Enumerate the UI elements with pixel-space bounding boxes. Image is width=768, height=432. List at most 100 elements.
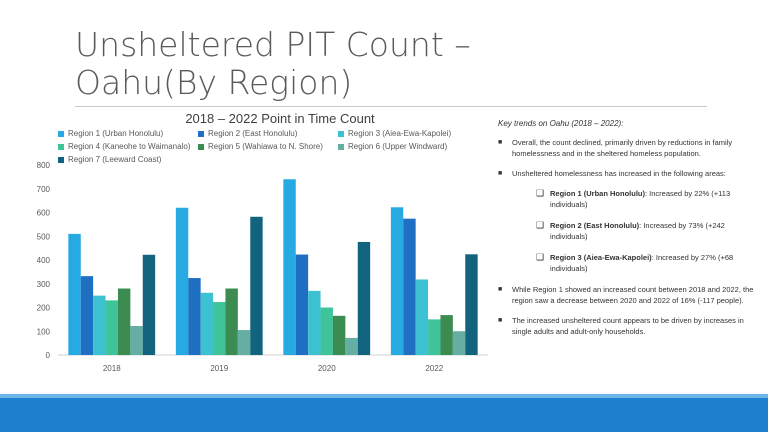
y-tick-label: 200 xyxy=(37,304,51,313)
bar xyxy=(283,179,296,355)
checkbox-icon: ❑ xyxy=(536,188,545,198)
legend-row: Region 1 (Urban Honolulu) Region 2 (East… xyxy=(58,127,478,140)
key-trends-heading: Key trends on Oahu (2018 – 2022): xyxy=(498,119,624,128)
chart-title: 2018 – 2022 Point in Time Count xyxy=(185,111,375,126)
bullet-icon: ■ xyxy=(498,139,503,146)
bar xyxy=(308,290,321,355)
trend-bullet: ■ Overall, the count declined, primarily… xyxy=(498,137,763,159)
bar xyxy=(440,315,453,355)
checkbox-icon: ❑ xyxy=(536,220,545,230)
legend-item-region-6: Region 6 (Upper Windward) xyxy=(338,142,478,151)
bar xyxy=(332,315,346,355)
trend-sub-text: Region 1 (Urban Honolulu): Increased by … xyxy=(550,188,763,210)
legend-swatch xyxy=(58,143,64,150)
bar xyxy=(250,216,263,355)
legend-swatch xyxy=(338,130,344,137)
legend-swatch xyxy=(198,143,204,150)
slide-title-line2: Oahu(By Region) xyxy=(75,63,353,102)
bar xyxy=(403,218,416,355)
x-tick-label: 2019 xyxy=(210,364,228,373)
legend-label: Region 1 (Urban Honolulu) xyxy=(68,129,164,138)
x-tick-label: 2022 xyxy=(425,364,443,373)
trend-bullet: ■ While Region 1 showed an increased cou… xyxy=(498,284,763,306)
y-tick-label: 400 xyxy=(37,256,51,265)
x-tick-label: 2018 xyxy=(103,364,121,373)
region-change: : Increased by 27% (+68 individuals) xyxy=(550,253,734,273)
region-label: Region 1 (Urban Honolulu) xyxy=(550,189,645,198)
trend-sub-item: ❑ Region 3 (Aiea-Ewa-Kapolei): Increased… xyxy=(536,252,763,274)
title-divider xyxy=(75,106,707,107)
bar xyxy=(295,254,309,355)
bar xyxy=(188,278,201,355)
trend-sub-item: ❑ Region 1 (Urban Honolulu): Increased b… xyxy=(536,188,763,210)
bullet-icon: ■ xyxy=(498,286,503,293)
y-tick-label: 600 xyxy=(37,209,51,218)
bar xyxy=(142,254,156,355)
region-change: : Increased by 22% (+113 individuals) xyxy=(550,189,731,209)
trend-text: While Region 1 showed an increased count… xyxy=(512,285,754,305)
footer-stripe xyxy=(0,394,768,398)
legend-label: Region 7 (Leeward Coast) xyxy=(68,155,162,164)
bar-chart: 0 100 200 300 400 500 600 700 800 2018 2019 2020 202… xyxy=(37,161,488,373)
trend-bullet: ■ Unsheltered homelessness has increased… xyxy=(498,168,763,179)
legend-item-region-1: Region 1 (Urban Honolulu) xyxy=(58,129,198,138)
legend-label: Region 6 (Upper Windward) xyxy=(348,142,448,151)
bar xyxy=(80,276,94,355)
chart-legend: Region 1 (Urban Honolulu) Region 2 (East… xyxy=(58,127,478,166)
bar xyxy=(390,207,404,355)
legend-swatch xyxy=(338,143,344,150)
legend-row: Region 7 (Leeward Coast) xyxy=(58,153,478,166)
x-tick-label: 2020 xyxy=(318,364,336,373)
bar xyxy=(345,337,358,355)
legend-row: Region 4 (Kaneohe to Waimanalo) Region 5… xyxy=(58,140,478,153)
bar xyxy=(237,330,251,355)
region-change: : Increased by 73% (+242 individuals) xyxy=(550,221,725,241)
bar xyxy=(452,331,466,355)
bar xyxy=(357,241,371,355)
bullet-icon: ■ xyxy=(498,317,503,324)
trend-sub-text: Region 2 (East Honolulu): Increased by 7… xyxy=(550,220,763,242)
bar xyxy=(117,288,131,355)
slide-title: Unsheltered PIT Count – Oahu(By Region) xyxy=(75,26,475,102)
legend-swatch xyxy=(58,156,64,163)
bar xyxy=(93,295,106,355)
legend-item-region-5: Region 5 (Wahiawa to N. Shore) xyxy=(198,142,338,151)
bar xyxy=(130,326,143,355)
y-tick-label: 100 xyxy=(37,327,51,336)
trend-bullet: ■ The increased unsheltered count appear… xyxy=(498,315,763,337)
legend-item-region-4: Region 4 (Kaneohe to Waimanalo) xyxy=(58,142,198,151)
legend-swatch xyxy=(58,130,64,137)
slide-title-line1: Unsheltered PIT Count – xyxy=(75,25,471,64)
bar xyxy=(213,302,226,355)
bar xyxy=(68,233,81,355)
legend-item-region-7: Region 7 (Leeward Coast) xyxy=(58,155,198,164)
trend-text: Overall, the count declined, primarily d… xyxy=(512,138,733,158)
bar xyxy=(320,307,333,355)
legend-item-region-3: Region 3 (Aiea-Ewa-Kapolei) xyxy=(338,129,478,138)
footer-bar xyxy=(0,398,768,432)
y-tick-label: 300 xyxy=(37,280,51,289)
y-tick-label: 700 xyxy=(37,185,51,194)
region-label: Region 3 (Aiea-Ewa-Kapolei) xyxy=(550,253,652,262)
bar xyxy=(415,279,429,355)
trend-text: Unsheltered homelessness has increased i… xyxy=(512,169,726,178)
y-tick-label: 500 xyxy=(37,232,51,241)
y-tick-label: 0 xyxy=(46,351,51,360)
legend-item-region-2: Region 2 (East Honolulu) xyxy=(198,129,338,138)
bar xyxy=(465,254,478,355)
bullet-icon: ■ xyxy=(498,170,503,177)
legend-swatch xyxy=(198,130,204,137)
legend-label: Region 2 (East Honolulu) xyxy=(208,129,298,138)
bar xyxy=(200,292,214,355)
bar xyxy=(428,319,441,355)
trend-sub-item: ❑ Region 2 (East Honolulu): Increased by… xyxy=(536,220,763,242)
bar xyxy=(175,207,189,355)
legend-label: Region 4 (Kaneohe to Waimanalo) xyxy=(68,142,191,151)
trend-text: The increased unsheltered count appears … xyxy=(512,316,744,336)
key-trends-panel: Key trends on Oahu (2018 – 2022): ■ Over… xyxy=(498,118,763,346)
legend-label: Region 3 (Aiea-Ewa-Kapolei) xyxy=(348,129,452,138)
region-label: Region 2 (East Honolulu) xyxy=(550,221,640,230)
y-tick-label: 800 xyxy=(37,161,51,170)
legend-label: Region 5 (Wahiawa to N. Shore) xyxy=(208,142,323,151)
trend-sub-text: Region 3 (Aiea-Ewa-Kapolei): Increased b… xyxy=(550,252,763,274)
